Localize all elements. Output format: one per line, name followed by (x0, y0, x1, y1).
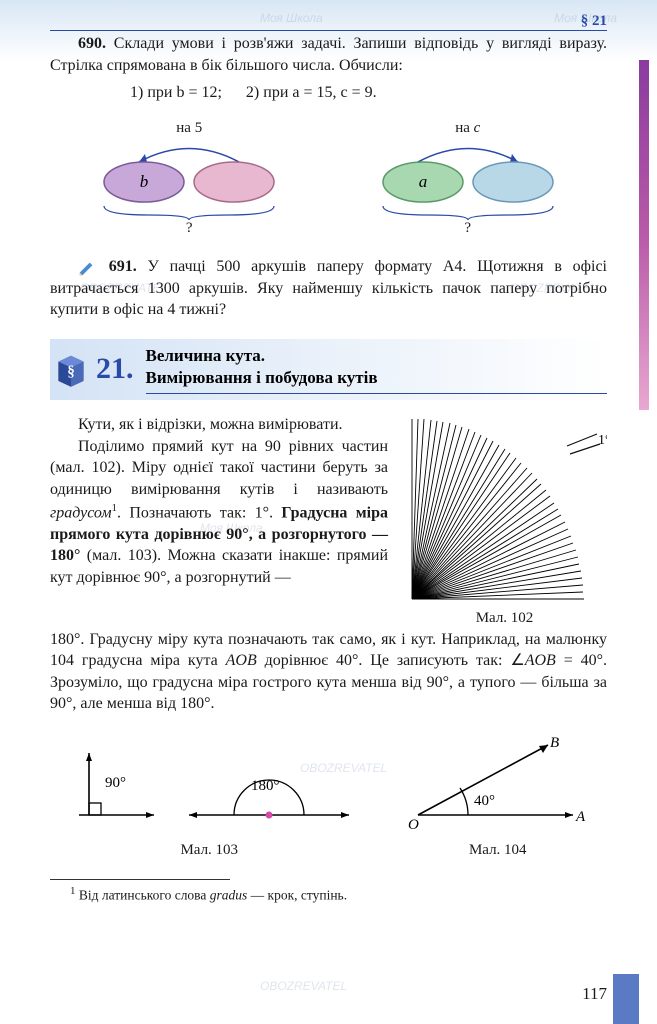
task-691-text: 691. У пачці 500 аркушів паперу формату … (50, 256, 607, 321)
svg-text:40°: 40° (474, 793, 495, 809)
diagram-1-question: ? (74, 218, 304, 238)
p2-c-part1: (мал. 103). Можна сказати інакше: прямий… (50, 547, 388, 586)
p2-em: градусом (50, 504, 112, 521)
side-gradient-bar (639, 60, 649, 410)
footnote-rule (50, 879, 230, 880)
task-690-text: 690. Склади умови і розв'яжи задачі. Зап… (50, 33, 607, 76)
body-text-column: Кути, як і відрізки, можна вимірювати. П… (50, 414, 388, 628)
section-title: Величина кута. Вимірювання і побудова ку… (146, 345, 608, 394)
svg-text:180°: 180° (251, 778, 280, 794)
body-row: Кути, як і відрізки, можна вимірювати. П… (50, 414, 607, 628)
footnote-a: Від латинського слова (76, 887, 210, 902)
figure-104-svg: 40° O A B (398, 735, 598, 830)
svg-text:§: § (67, 364, 75, 380)
task-690: 690. Склади умови і розв'яжи задачі. Зап… (50, 33, 607, 104)
section-21-header: § 21. Величина кута. Вимірювання і побуд… (50, 339, 607, 400)
svg-text:O: O (408, 817, 419, 830)
corner-block (613, 974, 639, 1024)
page: § 21 690. Склади умови і розв'яжи задачі… (0, 0, 657, 1024)
svg-text:a: a (419, 172, 428, 191)
paragraph-2-continuation: 180°. Градусну міру кута позна­чають так… (50, 629, 607, 715)
top-rule: § 21 (50, 30, 607, 31)
svg-text:90°: 90° (105, 775, 126, 791)
p2-aob: AOB (226, 652, 257, 669)
figure-103-caption: Мал. 103 (59, 840, 359, 860)
diagram-1-svg: b (89, 140, 289, 220)
paragraph-1: Кути, як і відрізки, можна вимірювати. (50, 414, 388, 436)
section-title-line2: Вимірювання і побудова кутів (146, 368, 378, 387)
footnote: 1 Від латинського слова gradus — крок, с… (50, 884, 607, 905)
diagram-2-question: ? (353, 218, 583, 238)
task-691: 691. У пачці 500 аркушів паперу формату … (50, 256, 607, 321)
figure-104-caption: Мал. 104 (398, 840, 598, 860)
section-reference: § 21 (581, 11, 607, 31)
figure-102-svg: 1° (402, 414, 607, 604)
figure-104: 40° O A B Мал. 104 (398, 735, 598, 861)
svg-text:A: A (575, 809, 586, 825)
figure-103: 90° 180° Мал. 103 (59, 735, 359, 861)
svg-text:1°: 1° (598, 433, 607, 448)
figure-102: 1° Мал. 102 (402, 414, 607, 628)
oval-diagrams-row: на 5 b ? на c a ? (50, 118, 607, 239)
diagram-2-svg: a (368, 140, 568, 220)
task-690-body: Склади умови і розв'яжи задачі. Запиши в… (50, 35, 607, 74)
task-690-parts: 1) при b = 12; 2) при a = 15, c = 9. (130, 82, 607, 104)
task-690-part2: 2) при a = 15, c = 9. (246, 84, 377, 101)
diagram-2: на c a ? (353, 118, 583, 239)
svg-text:B: B (550, 735, 559, 751)
diagram-2-arc-label: на c (353, 118, 583, 138)
task-690-part1: 1) при b = 12; (130, 84, 222, 101)
section-title-line1: Величина кута. (146, 346, 266, 365)
task-number: 691. (109, 258, 137, 275)
bottom-figures-row: 90° 180° Мал. 103 40° O A B (50, 735, 607, 861)
diagram-1-arc-label: на 5 (74, 118, 304, 138)
p2-d: дорівнює 40°. Це записують так: ∠ (257, 652, 525, 669)
footnote-b: — крок, ступінь. (247, 887, 347, 902)
diagram-1: на 5 b ? (74, 118, 304, 239)
section-cube-icon: § (50, 349, 92, 391)
p2-b: . Позначають так: 1°. (117, 504, 281, 521)
p2-aob2: AOB (525, 652, 556, 669)
svg-text:b: b (140, 172, 149, 191)
pencil-icon (78, 259, 96, 277)
figure-102-caption: Мал. 102 (402, 608, 607, 628)
figure-103-svg: 90° 180° (59, 735, 359, 830)
section-number: 21. (96, 349, 134, 390)
task-number: 690. (78, 35, 106, 52)
paragraph-2: Поділимо прямий кут на 90 рівних частин … (50, 436, 388, 588)
footnote-em: gradus (210, 887, 248, 902)
p2-a: Поділимо прямий кут на 90 рівних частин … (50, 438, 388, 498)
page-number: 117 (582, 983, 607, 1006)
